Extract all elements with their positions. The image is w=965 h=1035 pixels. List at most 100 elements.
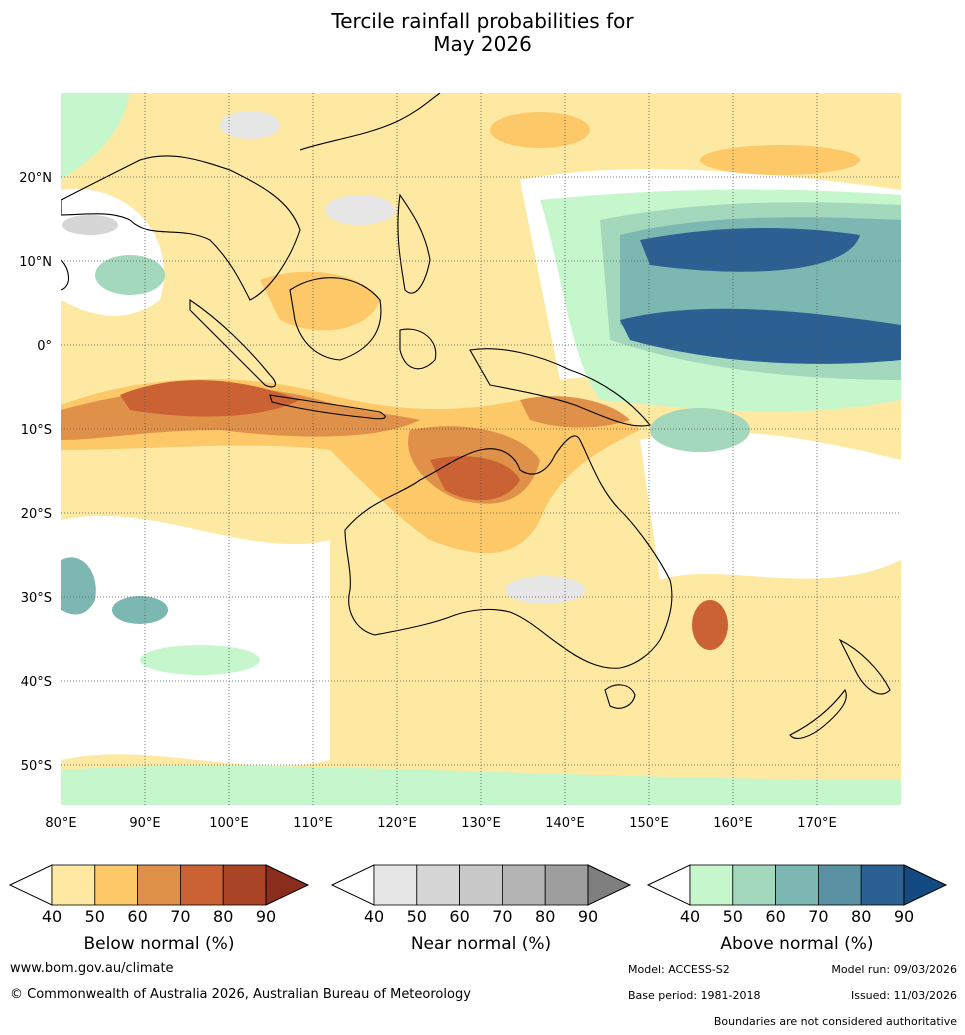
colorbar-segment [818, 864, 862, 906]
colorbar-segment [544, 864, 589, 906]
above-normal-area-west [112, 596, 168, 624]
colorbar-segment [94, 864, 139, 906]
latitude-labels: 20°N 10°N 0° 10°S 20°S 30°S 40°S 50°S [19, 171, 52, 774]
above-normal-area [140, 645, 260, 675]
colorbar-segment [137, 864, 181, 906]
lon-label: 160°E [713, 816, 753, 831]
above-normal-area [61, 93, 130, 180]
disclaimer-text: Boundaries are not considered authoritat… [713, 1015, 957, 1028]
new-guinea-coastline [469, 348, 651, 427]
colorbar-tick-label: 80 [535, 907, 555, 926]
colorbar-high-extension [587, 864, 632, 906]
colorbar-title: Below normal (%) [84, 934, 235, 954]
above-normal-area-bay [95, 255, 165, 295]
issued-text: Issued: 11/03/2026 [850, 989, 957, 1002]
lat-label: 0° [37, 339, 52, 354]
colorbar-below: 40 50 60 70 80 90 Below normal (%) [8, 864, 310, 954]
colorbar-tick-label: 90 [894, 907, 914, 926]
colorbar-segment [459, 864, 503, 906]
colorbar-tick-label: 40 [42, 907, 62, 926]
china-coastline [299, 93, 441, 151]
colorbar-tick-label: 60 [449, 907, 469, 926]
lon-label: 100°E [209, 816, 249, 831]
india-coastline [61, 259, 70, 291]
new-zealand-south-coastline [789, 688, 847, 739]
lon-label: 130°E [461, 816, 501, 831]
lat-label: 10°S [21, 423, 52, 438]
lon-label: 80°E [45, 816, 76, 831]
tasmania-coastline [604, 684, 636, 709]
above-normal-area-west [61, 557, 96, 615]
below-normal-area [520, 396, 630, 428]
colorbar-segment [51, 864, 96, 906]
lon-label: 120°E [377, 816, 417, 831]
colorbar-high-extension [903, 864, 948, 906]
probability-field [61, 93, 901, 805]
model-run-text: Model run: 09/03/2026 [831, 963, 957, 976]
lat-label: 30°S [21, 591, 52, 606]
colorbar-segment [860, 864, 905, 906]
colorbar-segment [732, 864, 776, 906]
neutral-area-coral [640, 431, 901, 580]
colorbar-title: Above normal (%) [720, 934, 873, 954]
lat-label: 40°S [21, 675, 52, 690]
lat-label: 50°S [21, 759, 52, 774]
colorbar-low-extension [330, 864, 375, 906]
colorbar-tick-label: 50 [723, 907, 743, 926]
near-normal-patch [62, 215, 118, 235]
title-line-2: May 2026 [433, 32, 532, 56]
australia-coastline [344, 435, 673, 669]
lat-label: 20°N [19, 171, 52, 186]
below-normal-area [260, 271, 380, 331]
colorbar-segment [501, 864, 546, 906]
copyright-text: © Commonwealth of Australia 2026, Austra… [10, 987, 471, 1002]
philippines-coastline [397, 193, 431, 294]
colorbar-low-extension [646, 864, 691, 906]
new-zealand-north-coastline [838, 638, 891, 695]
colorbar-tick-label: 70 [170, 907, 190, 926]
colorbar-tick-label: 70 [808, 907, 828, 926]
java-coastline [269, 394, 386, 420]
colorbar-tick-label: 80 [213, 907, 233, 926]
colorbar-tick-label: 60 [765, 907, 785, 926]
colorbar-tick-label: 40 [680, 907, 700, 926]
colorbar-segment [373, 864, 418, 906]
near-normal-patch [220, 111, 280, 139]
colorbar-high-extension [265, 864, 310, 906]
near-normal-patch [505, 576, 585, 604]
colorbar-segment [222, 864, 267, 906]
model-text: Model: ACCESS-S2 [628, 963, 730, 976]
colorbar-near: 40 50 60 70 80 90 Near normal (%) [330, 864, 632, 954]
colorbar-tick-label: 40 [364, 907, 384, 926]
colorbar-tick-label: 70 [492, 907, 512, 926]
lon-label: 110°E [293, 816, 333, 831]
colorbar-segment [416, 864, 460, 906]
below-normal-area [490, 112, 590, 148]
colorbar-tick-label: 50 [85, 907, 105, 926]
graticule [61, 93, 901, 805]
neutral-area-south-indian [61, 515, 330, 766]
lon-label: 140°E [545, 816, 585, 831]
longitude-labels: 80°E 90°E 100°E 110°E 120°E 130°E 140°E … [45, 816, 836, 831]
base-period-text: Base period: 1981-2018 [628, 989, 761, 1002]
colorbar-low-extension [8, 864, 53, 906]
near-normal-patch [325, 195, 395, 225]
sumatra-coastline [189, 298, 276, 388]
below-normal-area [700, 145, 860, 175]
below-normal-core [430, 456, 520, 501]
colorbar-above: 40 50 60 70 80 90 Above normal (%) [646, 864, 948, 954]
map-title: Tercile rainfall probabilities for May 2… [0, 10, 965, 56]
above-normal-core [620, 308, 901, 364]
lat-label: 20°S [21, 507, 52, 522]
colorbar-tick-label: 50 [407, 907, 427, 926]
lat-label: 10°N [19, 255, 52, 270]
colorbar-segment [689, 864, 734, 906]
colorbar-segment [179, 864, 224, 906]
website-link[interactable]: www.bom.gov.au/climate [10, 961, 174, 976]
lon-label: 170°E [797, 816, 837, 831]
colorbar-tick-label: 90 [578, 907, 598, 926]
above-normal-area-south [61, 765, 901, 805]
above-normal-area-coral [650, 408, 750, 452]
colorbar-tick-label: 90 [256, 907, 276, 926]
